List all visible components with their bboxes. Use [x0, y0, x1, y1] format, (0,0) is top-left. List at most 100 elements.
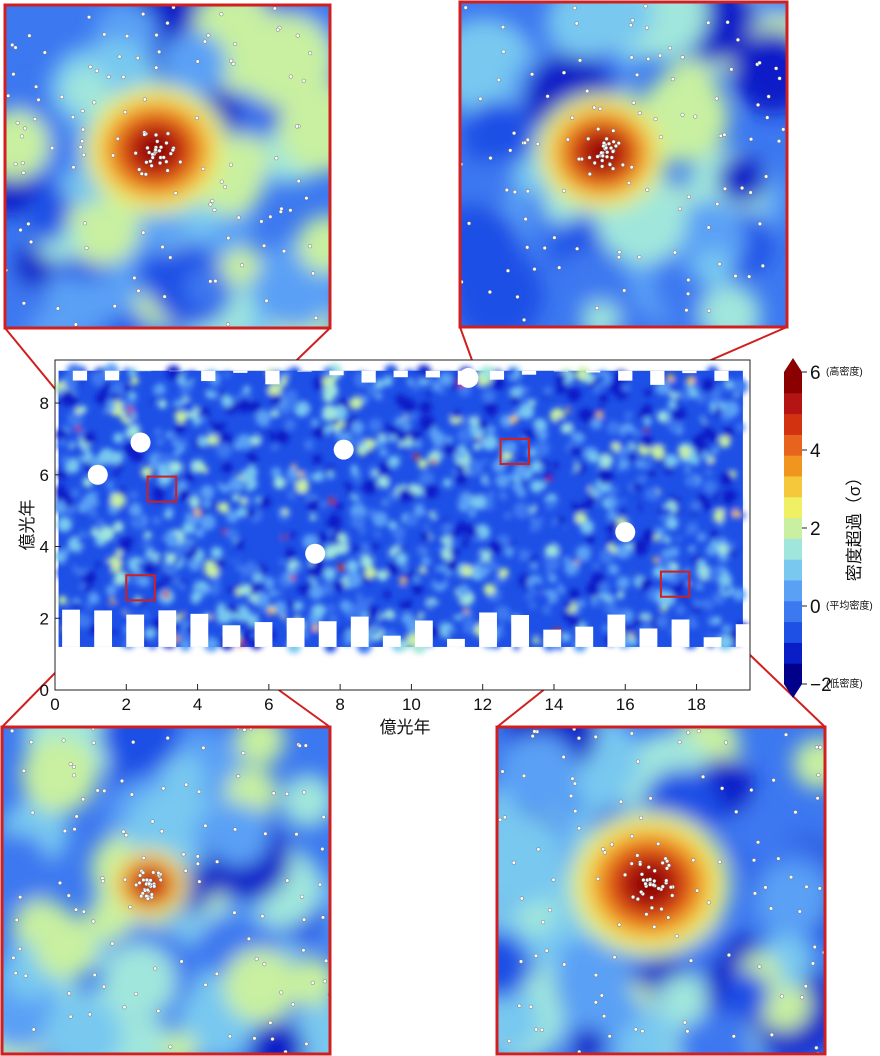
density-blob	[585, 580, 602, 597]
galaxy-point	[669, 885, 674, 890]
density-blob	[191, 490, 199, 498]
galaxy-point	[119, 778, 124, 783]
density-blob	[692, 598, 702, 608]
galaxy-point	[301, 948, 306, 953]
density-blob	[250, 435, 261, 445]
survey-edge-notch	[682, 370, 697, 374]
inset-density-blob	[2, 833, 51, 904]
density-blob	[658, 436, 668, 446]
density-blob	[619, 607, 628, 616]
galaxy-point	[157, 148, 162, 153]
density-blob	[680, 534, 696, 550]
galaxy-point	[138, 873, 143, 878]
galaxy-point	[150, 819, 155, 824]
galaxy-point	[148, 878, 153, 883]
galaxy-point	[152, 884, 157, 889]
galaxy-point	[73, 322, 78, 327]
density-blob	[650, 445, 666, 460]
galaxy-point	[598, 106, 603, 111]
galaxy-point	[195, 59, 200, 64]
density-blob	[205, 470, 213, 478]
colorbar-min-arrow	[784, 684, 802, 698]
galaxy-point	[158, 161, 163, 166]
density-blob	[459, 492, 472, 505]
galaxy-point	[74, 814, 79, 819]
density-blob	[208, 583, 220, 596]
galaxy-point	[233, 827, 238, 832]
density-blob	[419, 401, 432, 414]
density-blob	[718, 435, 731, 448]
galaxy-point	[644, 25, 649, 30]
density-blob	[594, 536, 610, 551]
density-blob	[691, 628, 700, 637]
galaxy-point	[270, 1037, 275, 1042]
density-blob	[163, 510, 173, 520]
density-blob	[265, 509, 279, 523]
galaxy-point	[585, 89, 590, 94]
galaxy-point	[36, 97, 41, 102]
density-blob	[552, 380, 568, 395]
galaxy-point	[637, 111, 642, 116]
x-tick-label: 14	[545, 695, 564, 714]
galaxy-point	[203, 982, 208, 987]
galaxy-point	[505, 268, 510, 273]
density-blob	[529, 424, 537, 432]
density-blob	[488, 540, 503, 555]
galaxy-point	[88, 64, 93, 69]
galaxy-point	[101, 984, 106, 989]
galaxy-point	[629, 861, 634, 866]
colorbar-segment	[784, 580, 802, 602]
density-blob	[478, 420, 489, 431]
galaxy-point	[602, 850, 607, 855]
density-blob	[533, 582, 544, 593]
galaxy-point	[121, 74, 126, 79]
galaxy-point	[532, 729, 537, 734]
density-blob	[485, 500, 495, 511]
galaxy-point	[519, 959, 524, 964]
galaxy-point	[92, 973, 97, 978]
galaxy-point	[763, 885, 768, 890]
galaxy-point	[320, 915, 325, 920]
density-blob	[501, 623, 510, 632]
colorbar-tick-label: −2	[810, 675, 832, 696]
density-blob	[359, 387, 368, 396]
galaxy-point	[720, 786, 725, 791]
galaxy-point	[587, 155, 592, 160]
galaxy-point	[275, 27, 280, 32]
density-blob	[166, 365, 181, 380]
density-blob	[354, 477, 361, 484]
colorbar-tick-note: (高密度)	[826, 365, 863, 378]
galaxy-point	[30, 810, 35, 815]
density-blob	[718, 572, 732, 587]
density-blob	[470, 416, 479, 425]
x-tick-label: 0	[50, 695, 59, 714]
galaxy-point	[757, 221, 762, 226]
galaxy-point	[766, 94, 771, 99]
density-blob	[510, 395, 520, 405]
galaxy-point	[600, 158, 605, 163]
density-blob	[401, 398, 417, 414]
density-blob	[220, 372, 235, 388]
density-blob	[417, 391, 427, 401]
galaxy-point	[184, 782, 189, 787]
galaxy-point	[616, 141, 621, 146]
galaxy-point	[718, 133, 723, 138]
colorbar-segment	[784, 476, 802, 498]
inset-density-blob	[460, 203, 522, 296]
density-blob	[417, 522, 426, 530]
galaxy-point	[233, 42, 238, 47]
inset-density-blob	[754, 862, 825, 938]
density-blob	[361, 479, 377, 495]
density-blob	[458, 445, 467, 454]
galaxy-point	[156, 1008, 161, 1013]
density-blob	[378, 447, 388, 457]
galaxy-point	[145, 887, 150, 892]
galaxy-point	[157, 49, 162, 54]
galaxy-point	[672, 250, 677, 255]
density-blob	[574, 432, 585, 443]
density-blob	[482, 389, 496, 403]
galaxy-point	[756, 102, 761, 107]
density-blob	[148, 552, 156, 560]
galaxy-point	[557, 265, 562, 270]
